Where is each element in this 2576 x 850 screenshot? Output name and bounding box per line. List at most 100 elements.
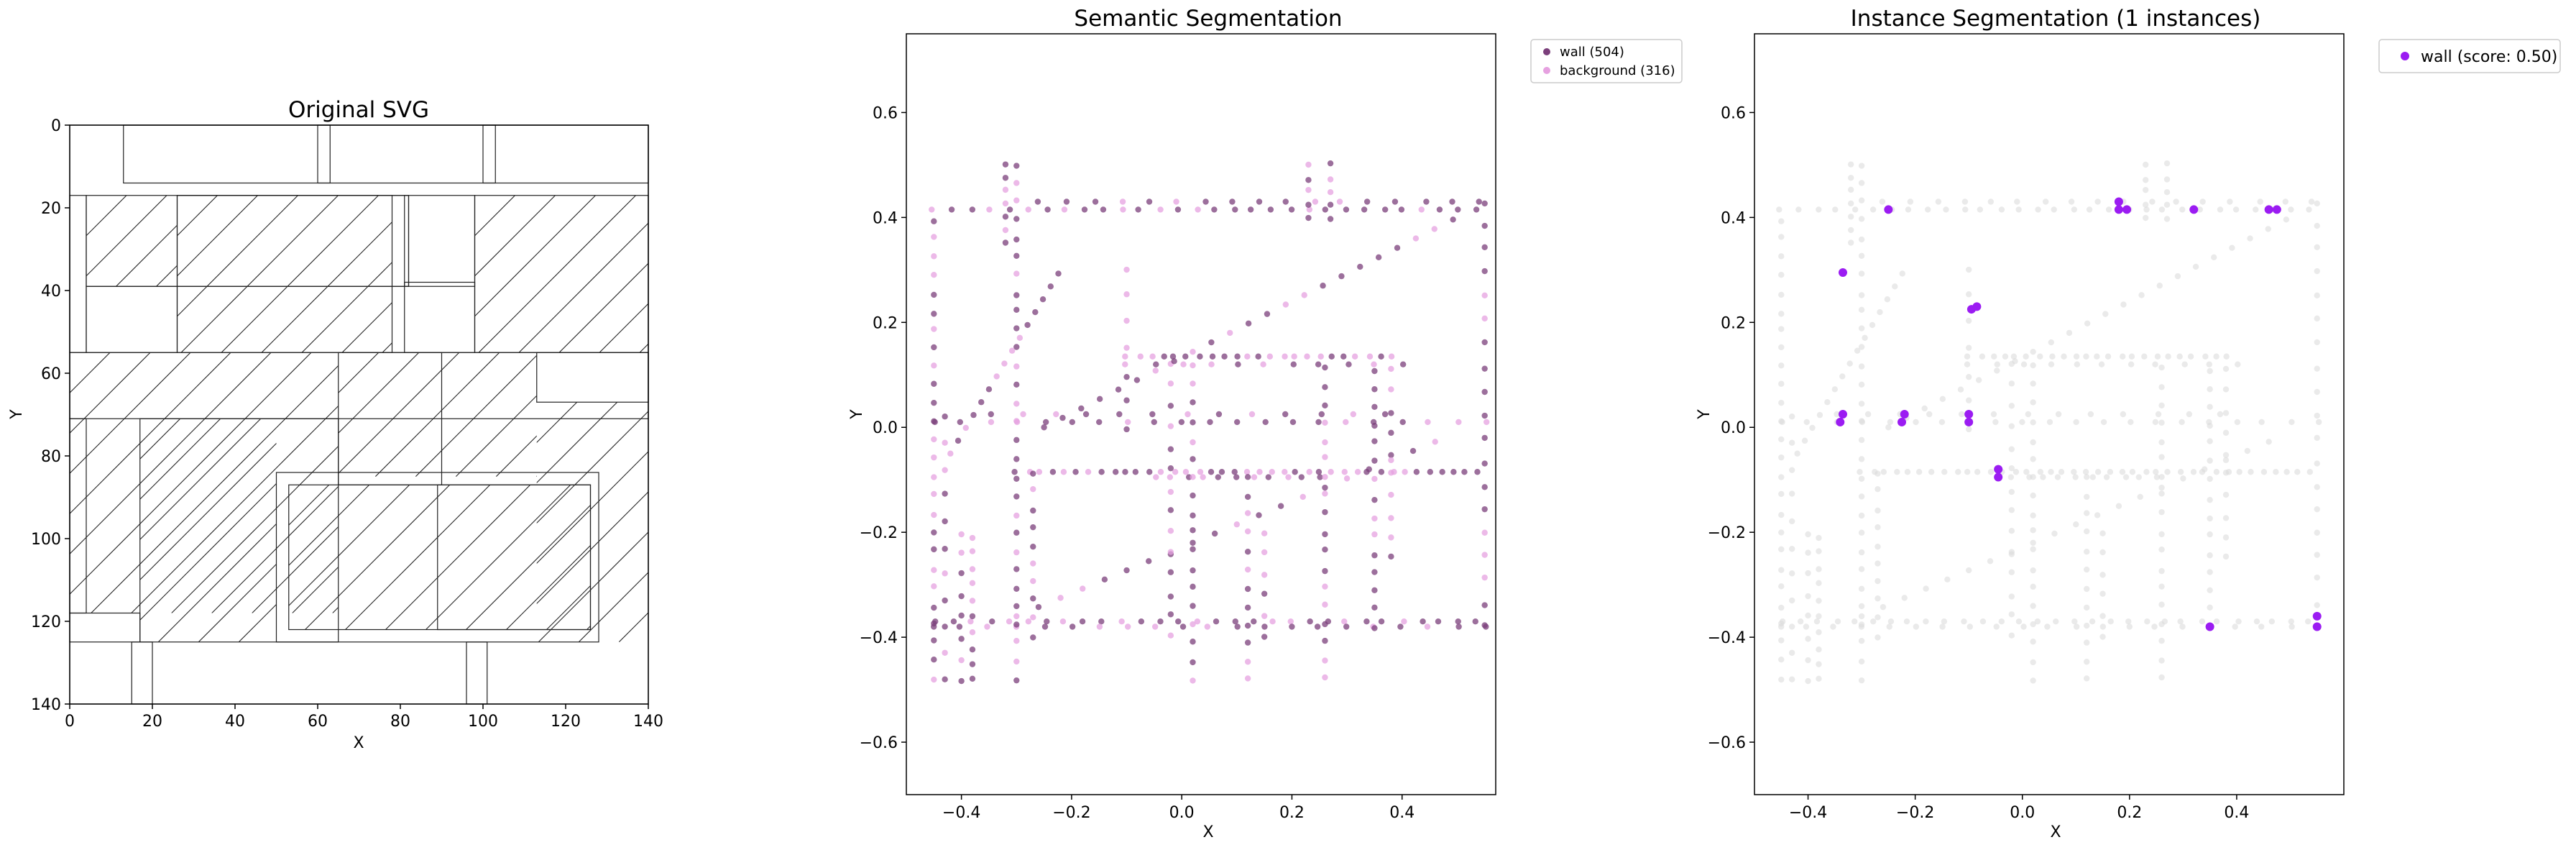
wall-point <box>931 418 937 425</box>
unselected-point <box>2099 572 2106 578</box>
unselected-point <box>2128 361 2135 367</box>
x-tick-label: 0.4 <box>2224 804 2249 822</box>
background-point <box>1002 227 1009 234</box>
unselected-point <box>2211 254 2217 261</box>
unselected-point <box>1778 454 1785 461</box>
x-tick-label: 60 <box>308 713 328 731</box>
unselected-point <box>2314 434 2320 442</box>
unselected-point <box>1955 469 1961 475</box>
unselected-point <box>2158 583 2165 590</box>
wall-point <box>1449 198 1455 205</box>
unselected-point <box>2099 590 2106 597</box>
unselected-point <box>2010 353 2018 360</box>
background-point <box>1036 469 1043 475</box>
background-point <box>1282 469 1288 475</box>
unselected-point <box>1943 206 1949 213</box>
background-point <box>1424 623 1431 630</box>
x-axis-label: X <box>2050 823 2061 841</box>
wall-point <box>1371 587 1378 594</box>
axis-ticks: −0.4 −0.2 0.0 0.2 0.4 −0.6 −0.4 −0.2 0.0 0.2 0.4 0.… <box>860 104 1415 822</box>
wall-point <box>1030 634 1036 641</box>
unselected-point <box>2030 492 2036 499</box>
unselected-point <box>2030 677 2036 684</box>
wall-point <box>1371 604 1378 611</box>
unselected-point <box>2158 364 2165 371</box>
unselected-point <box>1979 353 1986 360</box>
background-point <box>1322 474 1328 480</box>
unselected-point <box>2125 618 2132 625</box>
wall-point <box>1197 353 1203 360</box>
unselected-point <box>1858 236 1865 243</box>
background-point <box>1322 674 1328 681</box>
unselected-point <box>2135 474 2142 480</box>
unselected-point <box>1979 618 1987 625</box>
unselected-point <box>2222 515 2230 521</box>
wall-point <box>931 380 937 387</box>
unselected-point <box>1788 490 1795 497</box>
instance-point <box>2264 205 2273 214</box>
background-point <box>1122 361 1128 367</box>
background-point <box>1243 469 1251 475</box>
unselected-point <box>2015 206 2022 213</box>
unselected-point <box>1851 618 1858 625</box>
background-point <box>1287 618 1294 625</box>
unselected-point <box>2156 283 2163 289</box>
unselected-point <box>2288 419 2295 426</box>
wall-point <box>1123 397 1130 403</box>
wall-point <box>1318 411 1325 418</box>
wall-point <box>1013 603 1020 610</box>
wall-point <box>1218 469 1225 475</box>
wall-point <box>1153 361 1159 367</box>
unselected-point <box>2265 226 2271 232</box>
wall-point <box>1190 659 1196 666</box>
instance-point <box>1884 205 1893 214</box>
background-point <box>1013 638 1020 644</box>
unselected-point <box>2222 457 2230 464</box>
unselected-point <box>2073 419 2079 426</box>
unselected-point <box>1987 558 1994 565</box>
y-tick-label: 0.4 <box>873 209 898 227</box>
wall-point <box>1190 456 1196 462</box>
y-axis-label: Y <box>8 409 26 420</box>
wall-outline <box>482 124 496 184</box>
wall-point <box>1473 206 1480 213</box>
background-point <box>929 206 935 213</box>
unselected-point <box>1805 570 1811 577</box>
unselected-point <box>2158 508 2165 516</box>
unselected-point <box>1944 576 1951 583</box>
unselected-point <box>2158 657 2165 664</box>
hatch-fill <box>338 352 537 477</box>
unselected-point <box>2158 546 2165 553</box>
wall-point <box>1322 546 1328 553</box>
background-point <box>984 623 990 630</box>
wall-point <box>1002 175 1009 181</box>
unselected-point <box>2008 446 2015 452</box>
wall-point <box>1215 474 1221 480</box>
wall-point <box>1208 469 1215 475</box>
wall-point <box>1298 474 1305 480</box>
unselected-point <box>1915 469 1923 475</box>
unselected-point <box>2235 618 2242 625</box>
unselected-point <box>1778 567 1785 573</box>
unselected-point <box>2149 198 2156 205</box>
background-point <box>1328 469 1334 475</box>
wall-point <box>1041 623 1049 630</box>
unselected-point <box>2030 539 2036 546</box>
wall-point <box>1013 325 1020 332</box>
unselected-point <box>2152 419 2159 426</box>
background-point <box>942 439 948 446</box>
unselected-point <box>2314 222 2320 229</box>
background-point <box>1137 353 1144 360</box>
unselected-point <box>1778 253 1785 260</box>
plot-frame <box>69 124 649 705</box>
unselected-point <box>2253 618 2260 625</box>
unselected-point <box>2207 457 2213 464</box>
unselected-point <box>2190 469 2197 475</box>
wall-point <box>1343 623 1350 630</box>
wall-point <box>1399 419 1406 426</box>
unselected-point <box>2158 490 2165 497</box>
unselected-point <box>2158 419 2165 426</box>
wall-point <box>1030 524 1036 531</box>
wall-point <box>969 661 976 667</box>
background-point <box>942 649 948 656</box>
